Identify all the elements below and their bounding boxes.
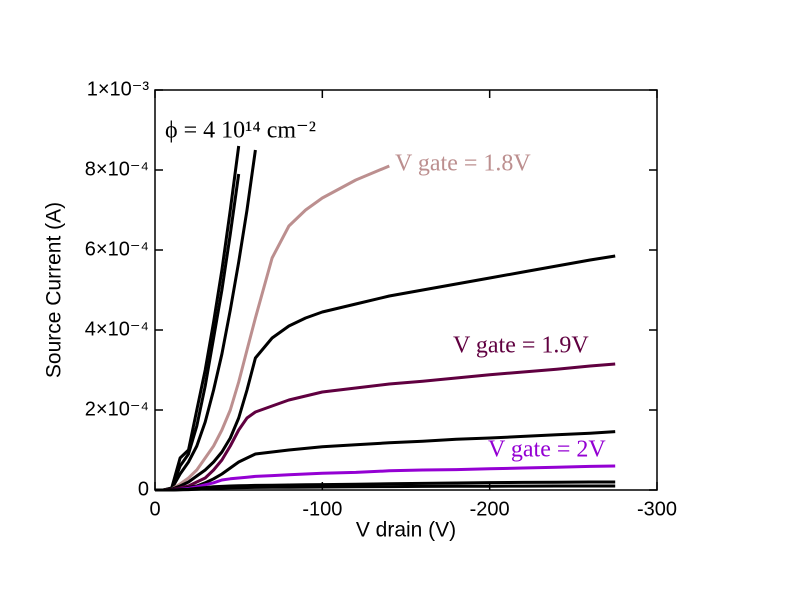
y-tick-label: 0	[138, 478, 149, 500]
annotation: V gate = 1.8V	[395, 151, 531, 177]
series-line	[155, 484, 616, 492]
series-line	[155, 164, 390, 492]
annotation: V gate = 2V	[488, 437, 606, 463]
y-tick-label: 6×10⁻⁴	[85, 238, 149, 260]
annotation: V gate = 1.9V	[453, 333, 589, 359]
y-axis-label: Source Current (A)	[43, 202, 66, 378]
x-tick-label: -300	[637, 498, 677, 520]
annotation: ϕ = 4 10¹⁴ cm⁻²	[165, 118, 316, 144]
series-line	[155, 254, 616, 492]
plot-frame	[154, 89, 658, 491]
series-line	[155, 362, 616, 492]
x-tick-label: -100	[302, 498, 342, 520]
y-tick-label: 8×10⁻⁴	[85, 158, 149, 180]
x-tick-label: -200	[470, 498, 510, 520]
x-tick-label: 0	[149, 498, 160, 520]
x-axis-label: V drain (V)	[356, 519, 456, 542]
y-tick-label: 2×10⁻⁴	[85, 398, 149, 420]
y-tick-label: 1×10⁻³	[87, 78, 150, 100]
series-line	[155, 145, 241, 492]
series-line	[155, 149, 257, 492]
y-tick-label: 4×10⁻⁴	[85, 318, 149, 340]
